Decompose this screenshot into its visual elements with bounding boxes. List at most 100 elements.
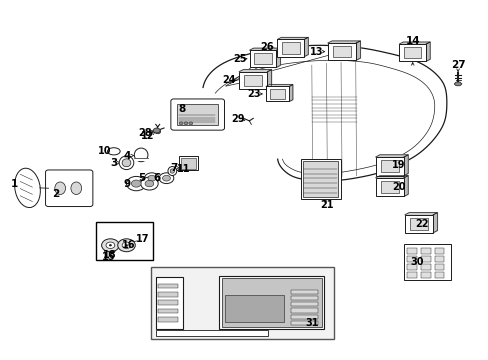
Bar <box>380 160 398 172</box>
Text: 19: 19 <box>391 160 405 170</box>
Circle shape <box>122 242 131 248</box>
Bar <box>290 309 317 313</box>
Text: 26: 26 <box>260 42 273 51</box>
Bar <box>180 158 196 168</box>
Text: 16: 16 <box>122 240 135 250</box>
Polygon shape <box>249 48 280 50</box>
Bar <box>134 158 148 161</box>
Text: 13: 13 <box>309 46 323 57</box>
Text: 15: 15 <box>102 252 116 262</box>
Text: 28: 28 <box>138 128 152 138</box>
Text: 24: 24 <box>222 75 235 85</box>
Bar <box>158 318 177 321</box>
Text: 10: 10 <box>98 146 112 156</box>
Circle shape <box>106 242 115 248</box>
Polygon shape <box>239 69 271 72</box>
Text: 7: 7 <box>170 163 177 173</box>
Bar <box>156 329 267 336</box>
Bar <box>420 272 430 278</box>
Bar <box>434 272 444 278</box>
Ellipse shape <box>71 182 81 194</box>
Text: 1: 1 <box>11 179 18 189</box>
Ellipse shape <box>107 148 120 155</box>
Circle shape <box>131 180 141 187</box>
Bar <box>177 104 218 126</box>
Text: 6: 6 <box>153 173 160 183</box>
Polygon shape <box>276 48 280 67</box>
Bar <box>407 264 416 270</box>
Circle shape <box>179 122 183 125</box>
Polygon shape <box>425 42 429 61</box>
Ellipse shape <box>15 168 41 208</box>
Polygon shape <box>375 176 407 178</box>
Bar <box>158 301 177 305</box>
Bar <box>224 295 283 321</box>
Text: 27: 27 <box>450 59 465 69</box>
Polygon shape <box>267 69 271 89</box>
Bar <box>244 75 262 86</box>
Bar <box>407 256 416 262</box>
Text: 14: 14 <box>405 36 419 46</box>
Circle shape <box>145 180 154 187</box>
Circle shape <box>153 128 160 133</box>
Bar <box>403 47 421 58</box>
Bar <box>404 244 450 280</box>
Bar <box>290 290 317 294</box>
Bar <box>380 181 398 193</box>
Text: 11: 11 <box>177 164 190 174</box>
Text: 12: 12 <box>141 131 154 141</box>
Text: 18: 18 <box>103 250 117 260</box>
Text: 2: 2 <box>52 189 59 199</box>
Circle shape <box>159 173 173 184</box>
Text: 22: 22 <box>414 219 428 229</box>
Circle shape <box>162 175 170 181</box>
Bar <box>158 292 177 297</box>
Text: 17: 17 <box>136 234 149 244</box>
Text: 30: 30 <box>410 257 424 267</box>
Polygon shape <box>265 85 292 86</box>
Bar <box>249 50 276 67</box>
Circle shape <box>125 244 128 246</box>
Circle shape <box>188 122 192 125</box>
Ellipse shape <box>55 182 65 194</box>
Text: 21: 21 <box>320 200 333 210</box>
Bar <box>434 264 444 270</box>
Bar <box>375 157 403 176</box>
Bar <box>434 248 444 254</box>
Bar <box>300 159 340 199</box>
Bar <box>221 278 321 327</box>
FancyBboxPatch shape <box>45 170 93 207</box>
Bar <box>327 43 355 60</box>
Circle shape <box>109 244 112 246</box>
Bar <box>254 53 271 64</box>
Text: 29: 29 <box>230 114 244 124</box>
Polygon shape <box>375 155 407 157</box>
Text: 25: 25 <box>232 54 246 64</box>
Polygon shape <box>327 41 360 43</box>
Circle shape <box>148 175 156 181</box>
Bar <box>282 42 299 54</box>
Bar <box>404 215 432 233</box>
Bar <box>277 40 304 57</box>
Polygon shape <box>355 41 360 60</box>
Bar <box>178 156 198 170</box>
Text: 23: 23 <box>247 89 261 99</box>
Polygon shape <box>403 176 407 197</box>
Circle shape <box>141 177 158 190</box>
Text: 20: 20 <box>391 182 405 192</box>
Polygon shape <box>289 85 292 102</box>
Text: 4: 4 <box>123 150 131 161</box>
Bar <box>420 264 430 270</box>
Ellipse shape <box>122 159 131 167</box>
Bar <box>375 178 403 197</box>
Polygon shape <box>403 155 407 176</box>
Circle shape <box>126 176 146 191</box>
Bar <box>407 272 416 278</box>
Circle shape <box>155 130 160 134</box>
FancyBboxPatch shape <box>170 99 224 130</box>
Ellipse shape <box>170 169 174 173</box>
Circle shape <box>118 239 135 252</box>
Bar <box>290 302 317 306</box>
Bar <box>96 222 153 260</box>
Bar <box>158 309 177 314</box>
